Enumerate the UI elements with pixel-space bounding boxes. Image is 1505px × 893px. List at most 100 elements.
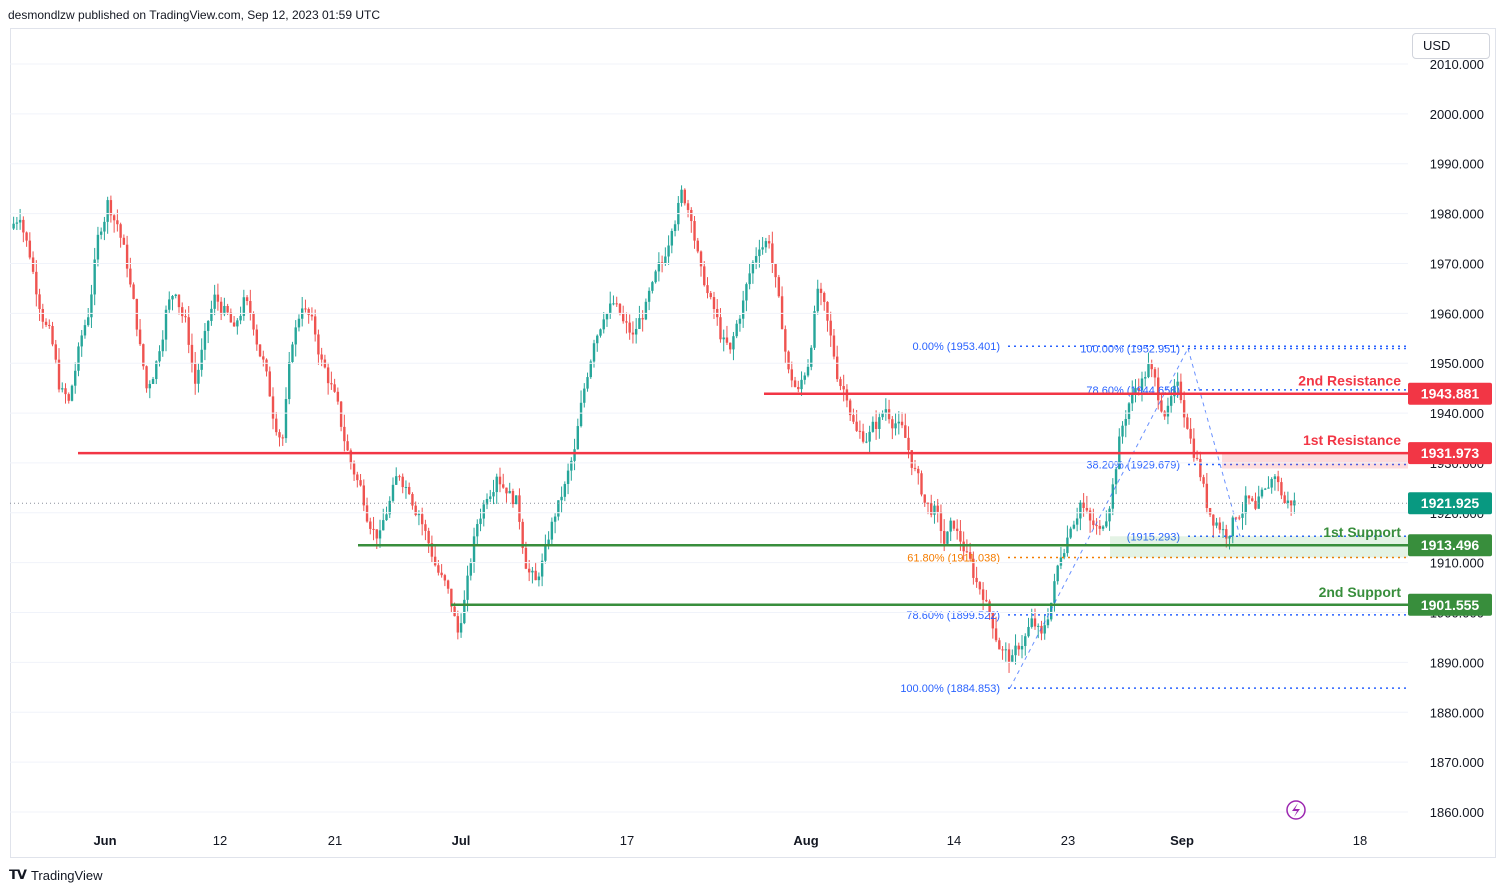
candle-body (116, 220, 119, 225)
candle-body (398, 476, 401, 478)
candle-body (1150, 364, 1153, 370)
price-badge-label: 1913.496 (1421, 537, 1480, 553)
price-badge (1408, 534, 1492, 557)
candle-body (443, 575, 447, 581)
candle-body (563, 483, 567, 497)
candle-body (365, 505, 369, 522)
candle-body (514, 495, 518, 505)
candle-body (343, 426, 346, 442)
candle-body (1108, 508, 1111, 522)
candle-body (745, 284, 748, 301)
candle-body (18, 219, 22, 223)
candle-body (592, 343, 596, 362)
publisher-attribution: desmondlzw published on TradingView.com,… (8, 8, 381, 22)
candle-body (1131, 392, 1134, 404)
time-tick-label: Jul (452, 833, 471, 848)
level-name: 2nd Resistance (1298, 373, 1401, 389)
lightning-bolt (1292, 803, 1300, 817)
price-tick-label: 1910.000 (1430, 556, 1484, 571)
price-tick-label: 1880.000 (1430, 705, 1484, 720)
candle-body (998, 640, 1001, 650)
candle-body (1221, 529, 1225, 531)
candle-body (469, 562, 473, 576)
candle-body (881, 413, 884, 418)
candle-body (628, 322, 631, 333)
candle-body (15, 222, 19, 224)
candle-body (284, 399, 288, 439)
tradingview-logo-icon: 𝗧𝗩 (9, 867, 27, 882)
time-tick-label: 21 (328, 833, 342, 848)
candle-body (28, 240, 32, 258)
candle-body (1147, 364, 1150, 378)
price-tick-label: 1970.000 (1430, 256, 1484, 271)
price-badge-label: 1921.925 (1421, 495, 1480, 511)
candle-body (686, 203, 690, 210)
currency-selector[interactable]: USD (1412, 33, 1490, 59)
price-badge-label: 1931.973 (1421, 445, 1480, 461)
candle-body (1043, 625, 1046, 634)
candle-body (262, 356, 265, 360)
candle-body (54, 344, 57, 360)
candle-body (839, 379, 842, 387)
candle-body (712, 297, 716, 309)
candle-body (709, 293, 712, 298)
candle-body (265, 359, 268, 372)
candle-body (771, 243, 774, 264)
candle-body (891, 419, 894, 429)
candle-body (784, 329, 787, 352)
candle-body (1069, 528, 1072, 538)
candle-body (1127, 403, 1131, 420)
candle-body (884, 409, 888, 414)
candle-body (482, 504, 485, 519)
candle-body (1027, 626, 1030, 637)
candle-body (939, 511, 943, 532)
candle-body (1001, 649, 1004, 651)
candle-body (780, 296, 784, 330)
candle-body (991, 612, 995, 629)
candle-body (382, 520, 385, 531)
candle-body (767, 241, 771, 244)
candle-body (67, 394, 70, 401)
candle-body (923, 494, 926, 503)
candle-body (803, 375, 806, 380)
candle-body (119, 224, 122, 238)
candle-body (936, 505, 939, 512)
candle-body (57, 359, 61, 390)
candle-body (1049, 602, 1053, 620)
candle-body (524, 547, 528, 569)
candle-body (696, 240, 699, 252)
candle-body (1225, 529, 1228, 539)
candle-body (1234, 517, 1238, 519)
candle-body (848, 400, 852, 416)
candle-body (1202, 477, 1205, 484)
candle-body (1289, 500, 1293, 506)
candle-body (1280, 482, 1283, 496)
candle-body (1056, 565, 1059, 582)
candle-body (336, 391, 340, 402)
candle-body (1283, 495, 1286, 503)
fib-trend-line-2 (1187, 348, 1241, 537)
candle-body (641, 318, 644, 320)
candle-body (913, 467, 917, 469)
candle-body (917, 468, 920, 474)
candle-body (200, 349, 203, 370)
candle-body (1218, 522, 1222, 530)
candle-body (586, 377, 589, 389)
candle-body (12, 223, 15, 229)
support-zone (1110, 536, 1408, 558)
candle-body (485, 498, 489, 505)
candle-body (369, 521, 372, 529)
candle-body (395, 476, 398, 485)
candle-body (754, 256, 758, 263)
footer-brand[interactable]: 𝗧𝗩 TradingView (9, 867, 102, 883)
candle-body (142, 344, 145, 367)
candle-body (537, 576, 541, 581)
candle-body (690, 209, 693, 222)
candle-body (1263, 488, 1267, 490)
candle-body (699, 251, 703, 267)
candle-body (1062, 553, 1066, 558)
candle-body (965, 551, 969, 553)
candle-body (1208, 508, 1212, 515)
chart-frame[interactable] (10, 28, 1496, 858)
